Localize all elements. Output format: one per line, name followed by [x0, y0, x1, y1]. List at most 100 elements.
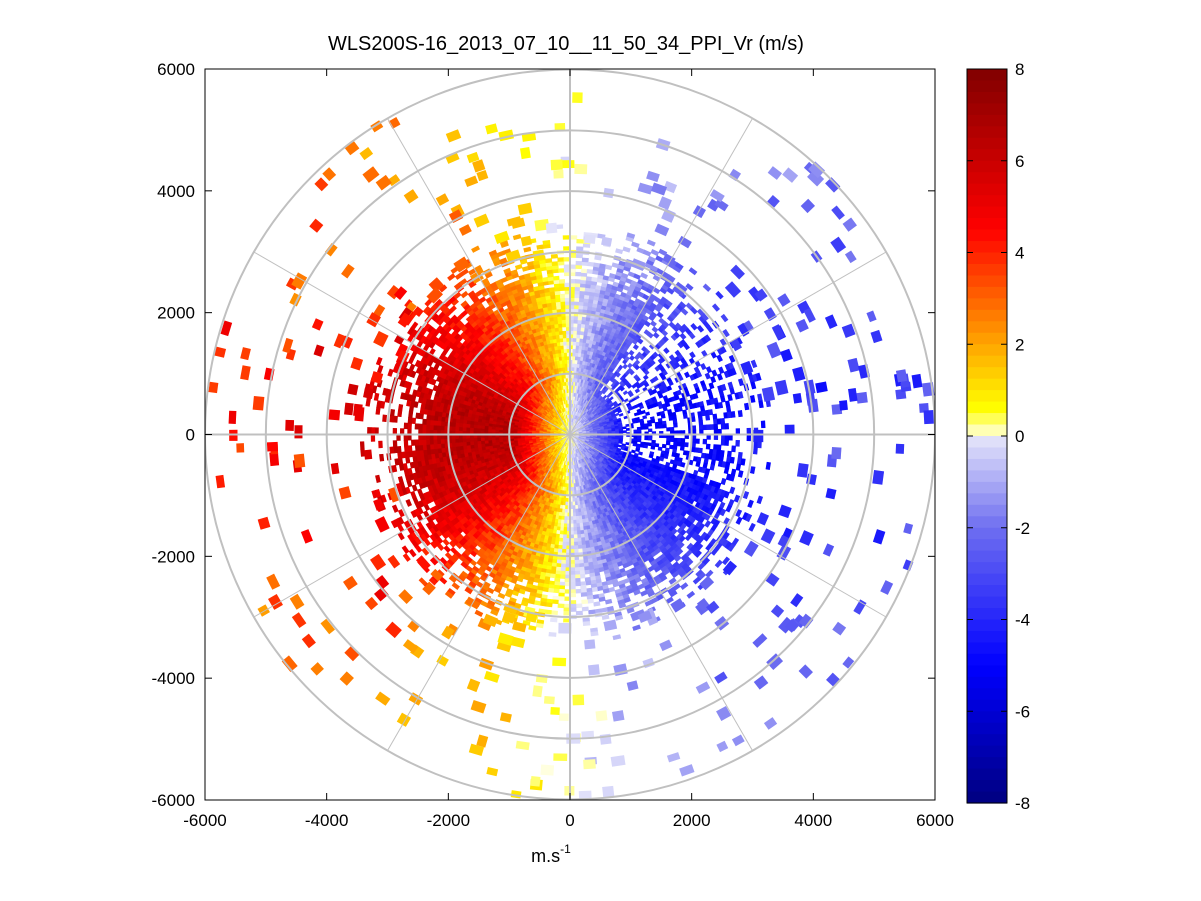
velocity-cell	[654, 424, 660, 429]
velocity-cell	[697, 447, 703, 454]
velocity-cell	[737, 451, 743, 459]
velocity-cell	[573, 534, 578, 539]
velocity-cell	[695, 438, 700, 444]
velocity-cell	[644, 425, 649, 430]
velocity-cell	[573, 545, 579, 550]
velocity-cell	[577, 319, 583, 325]
velocity-cell	[635, 448, 640, 453]
velocity-cell	[719, 450, 725, 457]
velocity-cell	[661, 443, 667, 449]
velocity-cell	[650, 419, 656, 424]
velocity-cell	[576, 530, 581, 535]
velocity-cell	[702, 438, 708, 445]
velocity-cell	[560, 559, 566, 565]
velocity-cell	[724, 400, 731, 408]
velocity-cell	[720, 423, 726, 430]
velocity-cell	[677, 437, 682, 443]
velocity-cell	[562, 537, 567, 543]
velocity-cell	[544, 609, 552, 615]
velocity-cell	[640, 426, 645, 430]
velocity-cell	[625, 427, 631, 431]
velocity-cell	[557, 544, 563, 550]
velocity-cell	[533, 600, 541, 606]
velocity-cell	[572, 519, 577, 525]
velocity-cell	[662, 424, 667, 429]
velocity-cell	[562, 527, 568, 532]
velocity-cell	[659, 456, 665, 462]
velocity-cell	[682, 413, 688, 419]
velocity-cell	[735, 463, 742, 471]
velocity-cell	[647, 422, 653, 427]
velocity-cell	[654, 443, 660, 448]
velocity-cell	[574, 290, 581, 295]
velocity-cell	[622, 430, 627, 433]
velocity-cell	[669, 437, 675, 443]
velocity-cell	[575, 271, 582, 277]
velocity-cell	[573, 322, 579, 328]
velocity-cell	[560, 563, 566, 568]
velocity-cell	[562, 530, 567, 536]
velocity-cell	[573, 319, 579, 324]
velocity-cell	[580, 592, 588, 597]
velocity-cell	[561, 548, 567, 554]
velocity-cell	[535, 593, 543, 599]
velocity-cell	[574, 304, 580, 310]
velocity-cell	[679, 445, 685, 451]
velocity-cell	[622, 246, 631, 253]
velocity-cell	[576, 537, 582, 543]
velocity-cell	[680, 461, 686, 468]
velocity-cell	[717, 401, 724, 409]
velocity-cell	[583, 569, 590, 575]
velocity-cell	[665, 401, 671, 408]
velocity-cell	[673, 437, 678, 443]
velocity-cell	[658, 424, 664, 429]
velocity-cell	[684, 442, 689, 448]
velocity-cell	[716, 444, 722, 451]
velocity-cell	[720, 417, 726, 425]
velocity-cell	[724, 461, 731, 469]
velocity-cell	[562, 534, 567, 539]
velocity-cell	[542, 586, 549, 593]
velocity-cell	[642, 415, 648, 420]
velocity-cell	[760, 420, 766, 429]
velocity-cell	[702, 424, 708, 431]
velocity-cell	[697, 415, 703, 422]
velocity-cell	[550, 610, 558, 616]
velocity-cell	[574, 581, 581, 587]
velocity-cell	[574, 279, 582, 284]
velocity-cell	[669, 426, 675, 432]
velocity-cell	[539, 601, 547, 607]
velocity-cell	[573, 541, 579, 547]
velocity-cell	[712, 413, 718, 420]
velocity-cell	[643, 444, 649, 449]
velocity-cell	[573, 333, 578, 339]
velocity-cell	[572, 512, 577, 517]
velocity-cell	[577, 541, 582, 546]
velocity-cell	[561, 545, 567, 550]
velocity-cell	[572, 508, 576, 514]
velocity-cell	[574, 293, 581, 299]
velocity-cell	[558, 596, 565, 601]
velocity-cell	[575, 610, 583, 616]
velocity-cell	[574, 578, 581, 583]
velocity-cell	[560, 567, 566, 572]
chart-title: WLS200S-16_2013_07_10__11_50_34_PPI_Vr (…	[328, 33, 804, 55]
velocity-cell	[590, 631, 599, 637]
velocity-cell	[676, 441, 682, 447]
velocity-cell	[553, 588, 560, 594]
velocity-cell	[561, 541, 567, 547]
velocity-cell	[731, 445, 736, 453]
velocity-cell	[622, 426, 627, 430]
velocity-cell	[574, 286, 581, 291]
velocity-cell	[557, 603, 565, 609]
velocity-cell	[585, 580, 592, 586]
velocity-cell	[743, 402, 750, 411]
velocity-cell	[575, 253, 583, 259]
velocity-cell	[559, 570, 566, 576]
velocity-cell	[572, 523, 577, 528]
velocity-cell	[709, 424, 715, 430]
velocity-cell	[600, 607, 608, 613]
velocity-cell	[718, 455, 724, 462]
velocity-cell	[572, 516, 577, 521]
